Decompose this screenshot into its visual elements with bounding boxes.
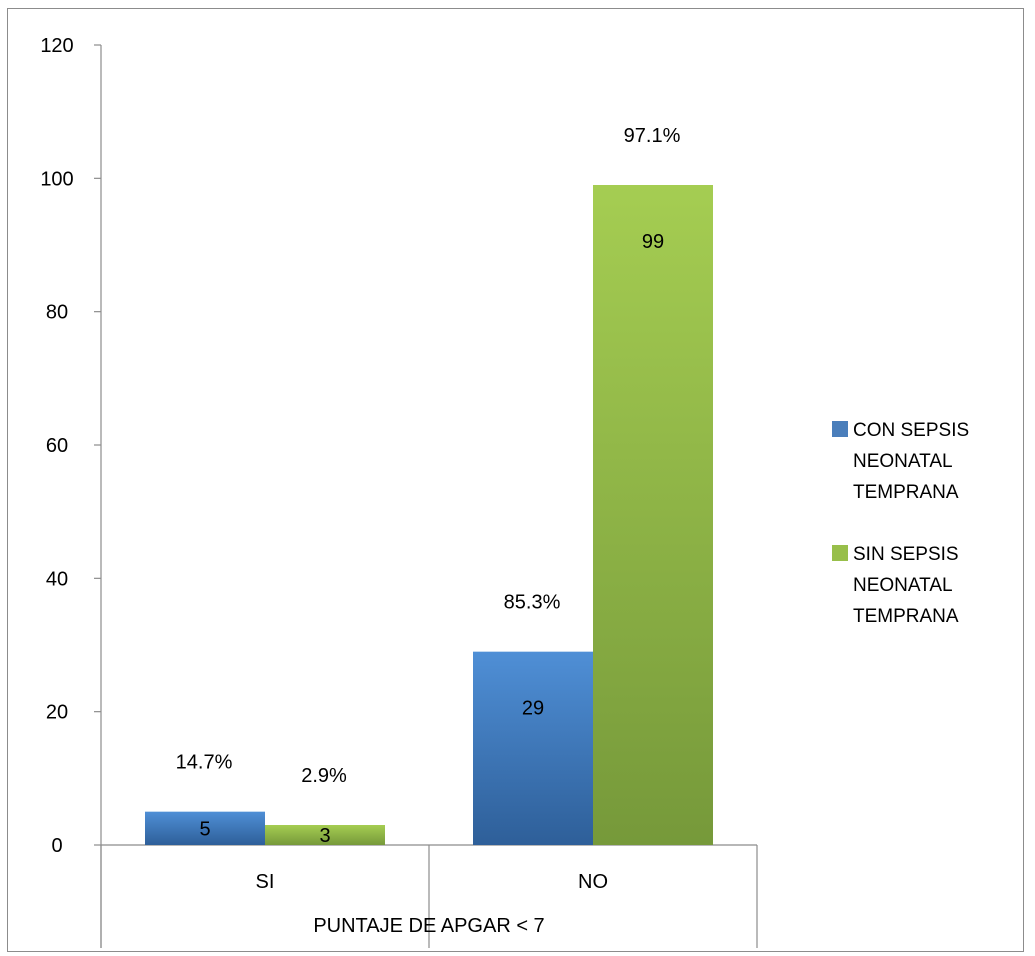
legend-label: NEONATAL (853, 451, 953, 472)
bar-percent-label: 85.3% (504, 592, 561, 614)
bar-percent-label: 97.1% (624, 125, 681, 147)
bar-value-label: 3 (319, 825, 330, 847)
bar-si-series-1 (145, 811, 265, 845)
bars (145, 185, 713, 845)
legend-label: SIN SEPSIS (853, 544, 959, 565)
legend-label: CON SEPSIS (853, 420, 969, 441)
x-tick-label: SI (256, 871, 275, 893)
bar-value-label: 5 (199, 818, 210, 840)
legend-label: TEMPRANA (853, 606, 959, 627)
y-tick-label: 120 (40, 35, 73, 57)
x-tick-label: NO (578, 871, 608, 893)
bar-no-series-1 (473, 651, 593, 845)
legend: CON SEPSIS NEONATAL TEMPRANA SIN SEPSIS NEON… (832, 420, 969, 627)
bar-no-series-2 (593, 185, 713, 845)
bar-value-label: 29 (522, 698, 544, 720)
legend-label: TEMPRANA (853, 482, 959, 503)
y-tick-label: 20 (46, 702, 68, 724)
y-tick-label: 0 (51, 835, 62, 857)
y-tick-label: 40 (46, 568, 68, 590)
y-tick-label: 60 (46, 435, 68, 457)
legend-swatch (832, 421, 848, 437)
bar-percent-label: 14.7% (176, 752, 233, 774)
y-tick-label: 80 (46, 302, 68, 324)
bar-percent-label: 2.9% (301, 765, 347, 787)
x-axis-title: PUNTAJE DE APGAR < 7 (313, 915, 544, 937)
bar-si-series-2 (265, 825, 385, 845)
bar-value-label: 99 (642, 231, 664, 253)
legend-swatch (832, 545, 848, 561)
legend-label: NEONATAL (853, 575, 953, 596)
y-tick-label: 100 (40, 168, 73, 190)
data-labels: 5 14.7% 3 2.9% 29 85.3% 99 97.1% (176, 125, 681, 847)
